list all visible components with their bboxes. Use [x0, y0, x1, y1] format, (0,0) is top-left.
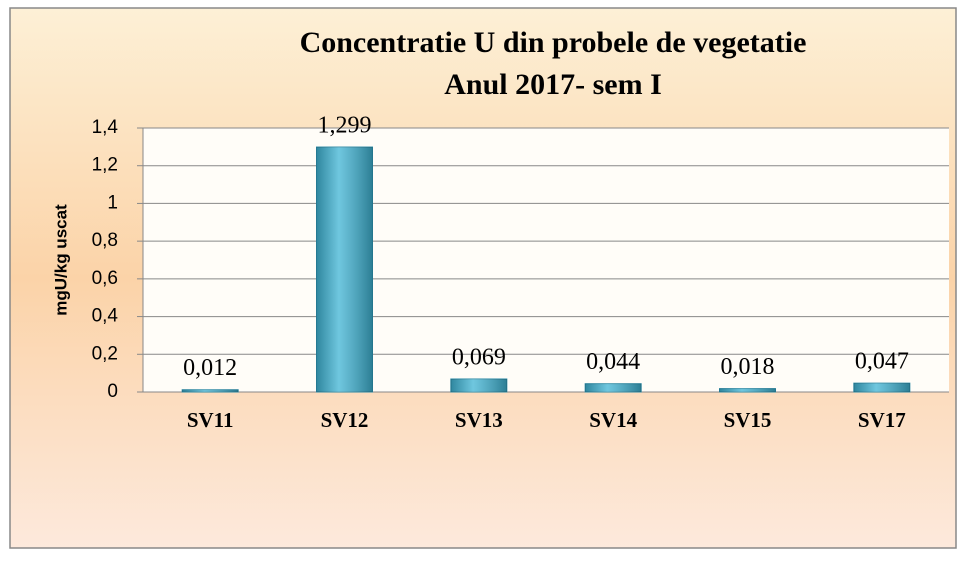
- y-axis-label: mgU/kg uscat: [51, 204, 70, 316]
- plot-area: [143, 128, 949, 392]
- x-tick-label: SV13: [455, 408, 503, 432]
- y-tick-label: 0,2: [92, 343, 118, 364]
- x-tick-label: SV11: [187, 408, 234, 432]
- x-tick-label: SV15: [724, 408, 772, 432]
- bar-shade: [585, 383, 642, 392]
- data-label: 0,044: [586, 349, 640, 375]
- y-tick-label: 1,4: [92, 117, 119, 138]
- x-tick-label: SV17: [858, 408, 906, 432]
- x-tick-label: SV12: [321, 408, 369, 432]
- bar-shade: [316, 147, 373, 392]
- y-tick-label: 0: [107, 381, 118, 402]
- data-label: 0,069: [452, 344, 506, 370]
- bar-shade: [450, 378, 507, 392]
- data-label: 0,018: [721, 354, 775, 380]
- y-tick-label: 1: [107, 192, 118, 213]
- bar-shade: [853, 383, 910, 392]
- x-tick-label: SV14: [589, 408, 637, 432]
- data-label: 1,299: [318, 113, 372, 139]
- chart-title: Anul 2017- sem I: [444, 68, 662, 101]
- chart-title: Concentratie U din probele de vegetatie: [300, 26, 807, 59]
- bar-shade: [182, 389, 239, 392]
- y-tick-label: 0,6: [92, 268, 118, 289]
- y-tick-label: 0,8: [92, 230, 118, 251]
- data-label: 0,012: [183, 355, 237, 381]
- data-label: 0,047: [855, 349, 909, 375]
- bar-shade: [719, 388, 776, 392]
- y-tick-label: 0,4: [92, 306, 119, 327]
- y-tick-label: 1,2: [92, 155, 118, 176]
